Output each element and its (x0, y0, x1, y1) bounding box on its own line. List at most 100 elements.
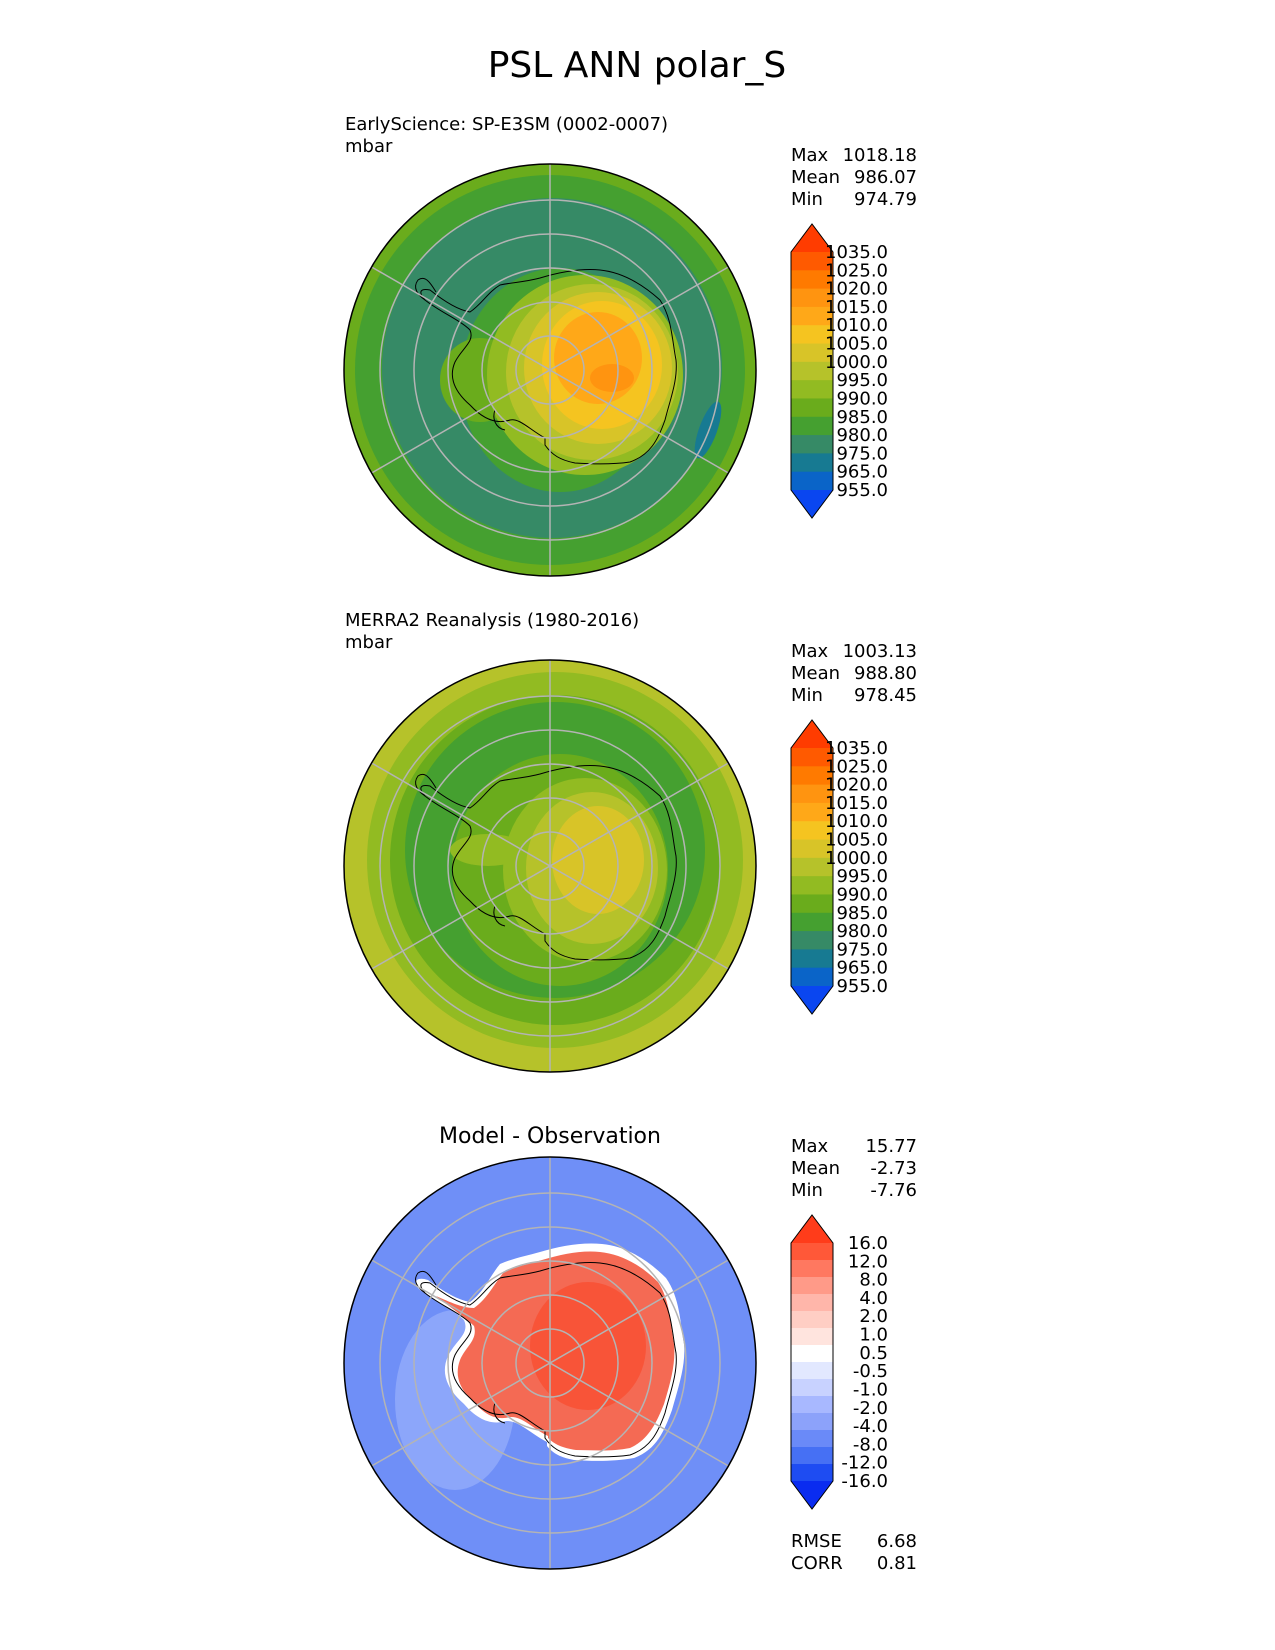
colorbar-bin (791, 270, 833, 290)
colorbar-tick-label: -4.0 (853, 1416, 888, 1437)
colorbar-tick-label: 1005.0 (825, 334, 888, 355)
colorbar-tick-label: -0.5 (853, 1361, 888, 1382)
colorbar-tick-label: 1035.0 (825, 242, 888, 263)
map-ref-lvl-1000 (552, 806, 644, 914)
colorbar-top-cap (791, 720, 833, 748)
metric-value: 6.68 (877, 1531, 917, 1552)
colorbar-bin (791, 766, 833, 786)
stat-value: -2.73 (870, 1158, 917, 1179)
stat-label: Mean (791, 167, 840, 188)
colorbar-top-cap (791, 1215, 833, 1243)
colorbar-tick-label: 1015.0 (825, 793, 888, 814)
panel-reference-title: MERRA2 Reanalysis (1980-2016) (345, 610, 639, 631)
colorbar-outline (790, 719, 834, 1015)
colorbar-bin (791, 1260, 833, 1278)
colorbar-bin (791, 416, 833, 436)
colorbar-tick-label: 995.0 (836, 866, 888, 887)
colorbar-test: 1035.01025.01020.01015.01010.01005.01000… (790, 223, 888, 519)
colorbar-tick-label: 990.0 (836, 388, 888, 409)
colorbar-bin (791, 343, 833, 363)
colorbar-tick-label: 1020.0 (825, 775, 888, 796)
stat-value: 974.79 (854, 189, 917, 210)
colorbar-reference: 1035.01025.01020.01015.01010.01005.01000… (790, 719, 888, 1015)
colorbar-tick-label: 965.0 (836, 462, 888, 483)
colorbar-bin (791, 1362, 833, 1380)
colorbar-bin (791, 435, 833, 454)
colorbar-tick-label: 16.0 (848, 1233, 888, 1254)
colorbar-bin (791, 967, 833, 987)
colorbar-tick-label: 1000.0 (825, 352, 888, 373)
colorbar-tick-label: 975.0 (836, 443, 888, 464)
stat-value: 986.07 (854, 167, 917, 188)
colorbar-tick-label: 965.0 (836, 958, 888, 979)
metric-label: CORR (791, 1553, 843, 1574)
colorbar-bin (791, 398, 833, 418)
colorbar-bin (791, 821, 833, 841)
stat-label: Min (791, 189, 823, 210)
colorbar-bin (791, 1345, 833, 1363)
colorbar-difference: 16.012.08.04.02.01.00.5-0.5-1.0-2.0-4.0-… (790, 1214, 888, 1510)
colorbar-tick-label: 0.5 (859, 1343, 888, 1364)
map-difference-border (343, 1156, 757, 1570)
colorbar-bottom-cap (791, 986, 833, 1014)
colorbar-tick-label: 985.0 (836, 903, 888, 924)
colorbar-bin (791, 380, 833, 399)
panel-difference-title: Model - Observation (439, 1124, 661, 1149)
colorbar-tick-label: 4.0 (859, 1288, 888, 1309)
colorbar-tick-label: 990.0 (836, 884, 888, 905)
stat-value: 15.77 (865, 1136, 917, 1157)
stat-label: Max (791, 1136, 829, 1157)
colorbar-bin (791, 748, 833, 767)
panel-test-title: EarlyScience: SP-E3SM (0002-0007) (345, 114, 668, 135)
colorbar-bin (791, 1243, 833, 1261)
map-test-lvl-1010 (554, 312, 642, 404)
stats-reference: Max 1003.13 Mean 988.80 Min 978.45 (791, 641, 917, 706)
stat-label: Mean (791, 663, 840, 684)
colorbar-tick-label: -16.0 (841, 1471, 888, 1492)
colorbar-tick-label: 995.0 (836, 370, 888, 391)
stats-test: Max 1018.18 Mean 986.07 Min 974.79 (791, 145, 917, 210)
colorbar-bin (791, 1277, 833, 1295)
colorbar-tick-label: -12.0 (841, 1453, 888, 1474)
panel-test: EarlyScience: SP-E3SM (0002-0007) mbar (343, 114, 917, 577)
panel-difference: Model - Observation Max 15.77 (343, 1124, 917, 1574)
colorbar-tick-label: 8.0 (859, 1270, 888, 1291)
stat-label: Max (791, 641, 829, 662)
colorbar-tick-label: 980.0 (836, 921, 888, 942)
colorbar-bin (791, 1447, 833, 1465)
colorbar-bin (791, 453, 833, 473)
colorbar-tick-label: 1020.0 (825, 279, 888, 300)
colorbar-tick-label: 1025.0 (825, 756, 888, 777)
colorbar-bin (791, 1413, 833, 1431)
colorbar-bin (791, 1430, 833, 1448)
stat-value: 988.80 (854, 663, 917, 684)
stat-label: Min (791, 685, 823, 706)
colorbar-bin (791, 1379, 833, 1397)
map-test-low-patch (694, 401, 722, 459)
colorbar-tick-label: 1010.0 (825, 811, 888, 832)
colorbar-bin (791, 361, 833, 381)
colorbar-tick-label: 1.0 (859, 1325, 888, 1346)
colorbar-tick-label: 1000.0 (825, 848, 888, 869)
colorbar-bin (791, 857, 833, 877)
colorbar-bin (791, 912, 833, 932)
stat-value: 978.45 (854, 685, 917, 706)
colorbar-tick-label: -8.0 (853, 1434, 888, 1455)
colorbar-tick-label: 1015.0 (825, 297, 888, 318)
colorbar-tick-label: 955.0 (836, 480, 888, 501)
stat-value: -7.76 (870, 1180, 917, 1201)
colorbar-bin (791, 1294, 833, 1312)
colorbar-bin (791, 784, 833, 804)
stat-label: Mean (791, 1158, 840, 1179)
metrics-difference: RMSE 6.68 CORR 0.81 (791, 1531, 917, 1574)
colorbar-bottom-cap (791, 1481, 833, 1509)
colorbar-bin (791, 306, 833, 326)
colorbar-tick-label: 1010.0 (825, 315, 888, 336)
colorbar-outline (790, 1214, 834, 1510)
colorbar-tick-label: -2.0 (853, 1398, 888, 1419)
colorbar-bottom-cap (791, 490, 833, 518)
colorbar-bin (791, 1396, 833, 1414)
colorbar-bin (791, 1311, 833, 1329)
colorbar-tick-label: 1005.0 (825, 830, 888, 851)
